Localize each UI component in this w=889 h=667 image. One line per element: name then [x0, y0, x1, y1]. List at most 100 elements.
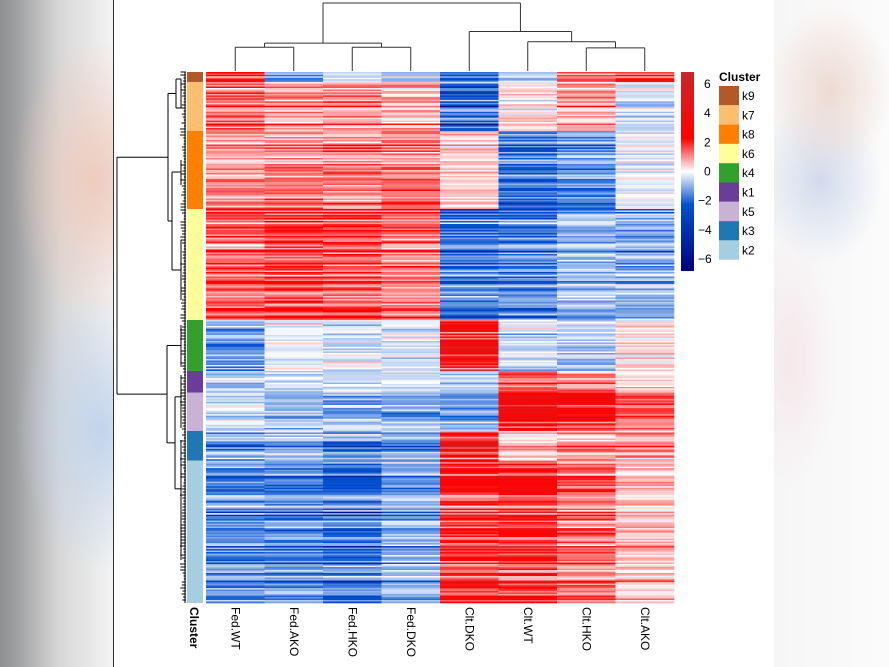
heatmap-cell [615, 267, 675, 270]
heatmap-cell [615, 510, 675, 512]
heatmap-cell [440, 454, 499, 457]
heatmap-cell [498, 102, 558, 105]
heatmap-cell [498, 114, 558, 117]
heatmap-cell [206, 291, 265, 294]
heatmap-cell [206, 303, 265, 306]
heatmap-cell [498, 568, 558, 571]
heatmap-cell [440, 565, 499, 568]
heatmap-cell [323, 90, 382, 93]
heatmap-cell [440, 74, 499, 77]
heatmap-cell [615, 151, 675, 154]
heatmap-cell [615, 101, 675, 104]
heatmap-cell [206, 285, 265, 288]
heatmap-cell [615, 102, 675, 105]
heatmap-cell [498, 370, 558, 373]
heatmap-cell [323, 418, 382, 421]
heatmap-cell [440, 306, 499, 309]
legend-swatch-k8 [719, 124, 739, 144]
heatmap-cell [498, 565, 558, 568]
heatmap-cell [557, 318, 616, 321]
heatmap-cell [323, 313, 382, 316]
heatmap-cell [381, 98, 441, 101]
heatmap-cell [264, 568, 324, 571]
heatmap-cell [264, 514, 324, 517]
heatmap-cell [381, 409, 441, 412]
heatmap-cell [498, 88, 558, 90]
heatmap-cell [206, 540, 265, 542]
heatmap-cell [615, 489, 675, 491]
heatmap-cell [264, 163, 324, 166]
heatmap-cell [264, 382, 324, 385]
heatmap-cell [264, 190, 324, 193]
heatmap-cell [615, 292, 675, 295]
heatmap-cell [557, 89, 616, 92]
heatmap-cell [498, 162, 558, 165]
heatmap-cell [557, 427, 616, 430]
heatmap-cell [498, 241, 558, 244]
heatmap-cell [557, 259, 616, 262]
heatmap-cell [440, 474, 499, 476]
heatmap-cell [264, 307, 324, 310]
heatmap-cell [264, 89, 324, 92]
heatmap-cell [206, 186, 265, 189]
heatmap-cell [264, 420, 324, 423]
heatmap-cell [381, 471, 441, 473]
heatmap-cell [498, 156, 558, 159]
heatmap-cell [381, 423, 441, 426]
heatmap-cell [498, 79, 558, 81]
heatmap-cell [381, 174, 441, 177]
heatmap-cell [557, 397, 616, 400]
heatmap-cell [498, 139, 558, 142]
heatmap-cell [206, 79, 265, 81]
heatmap-cell [440, 550, 499, 553]
heatmap-cell [323, 83, 382, 86]
heatmap-cell [323, 107, 382, 110]
heatmap-cell [557, 480, 616, 482]
heatmap-cell [323, 556, 382, 559]
heatmap-cell [206, 552, 265, 554]
heatmap-cell [615, 550, 675, 553]
heatmap-cell [381, 234, 441, 237]
heatmap-cell [264, 366, 324, 369]
heatmap-cell [206, 546, 265, 548]
heatmap-cell [206, 565, 265, 568]
heatmap-cell [615, 498, 675, 500]
heatmap-cell [557, 559, 616, 562]
heatmap-cell [381, 265, 441, 268]
heatmap-cell [557, 526, 616, 529]
row-dendrogram [116, 71, 186, 603]
heatmap-cell [381, 342, 441, 345]
heatmap-cell [206, 394, 265, 397]
heatmap-cell [557, 159, 616, 162]
heatmap-cell [440, 104, 499, 107]
heatmap-cell [323, 199, 382, 202]
heatmap-cell [264, 523, 324, 526]
heatmap-cell [206, 80, 265, 83]
heatmap-cell [440, 379, 499, 382]
heatmap-cell [264, 556, 324, 559]
heatmap-cell [498, 404, 558, 407]
heatmap-cell [206, 558, 265, 560]
heatmap-cell [264, 232, 324, 235]
heatmap-cell [206, 270, 265, 273]
heatmap-cell [615, 259, 675, 262]
heatmap-cell [440, 538, 499, 541]
heatmap-cell [440, 361, 499, 364]
heatmap-cell [615, 159, 675, 162]
heatmap-cell [206, 86, 265, 89]
heatmap-cell [557, 570, 616, 572]
heatmap-cell [264, 196, 324, 199]
heatmap-cell [615, 127, 675, 130]
heatmap-cell [615, 597, 675, 599]
heatmap-cell [323, 159, 382, 162]
heatmap-cell [440, 411, 499, 413]
heatmap-cell [615, 534, 675, 536]
heatmap-cell [498, 465, 558, 467]
heatmap-cell [323, 345, 382, 348]
heatmap-cell [264, 228, 324, 231]
heatmap-cell [206, 202, 265, 205]
heatmap-cell [323, 110, 382, 112]
heatmap-cell [498, 196, 558, 199]
heatmap-cell [498, 384, 558, 386]
heatmap-cell [557, 108, 616, 111]
